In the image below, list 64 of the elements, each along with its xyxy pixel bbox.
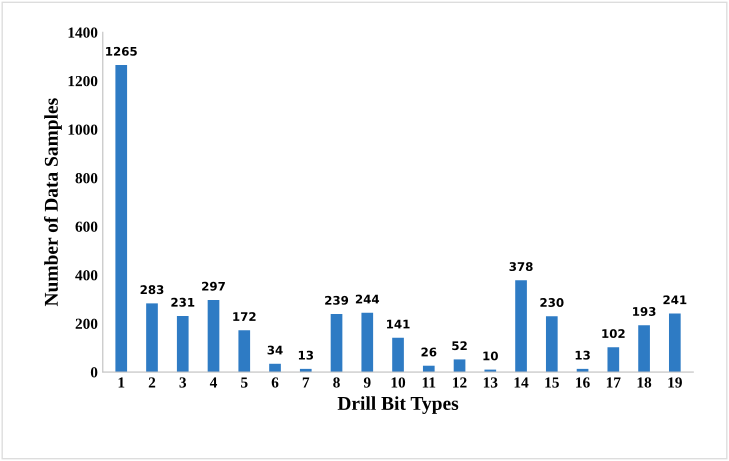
bar: [454, 359, 466, 372]
y-tick-label: 1200: [68, 76, 98, 86]
bar: [146, 303, 158, 372]
data-label: 102: [602, 329, 625, 338]
y-tick-label: 1400: [68, 27, 98, 38]
x-tick-label: 7: [302, 377, 310, 388]
bar: [422, 366, 435, 372]
y-tick-label: 400: [75, 270, 98, 280]
data-label: 244: [356, 294, 380, 304]
y-axis-title: Number of Data Samples: [44, 98, 62, 306]
data-label: 1265: [106, 46, 137, 56]
x-tick-label: 17: [606, 377, 621, 388]
y-tick-label: 200: [76, 318, 98, 329]
x-tick-label: 19: [668, 377, 682, 388]
y-tick-label: 800: [76, 173, 98, 184]
x-tick-label: 1: [118, 377, 124, 388]
x-tick-label: 15: [545, 377, 559, 388]
data-label: 26: [422, 348, 436, 356]
data-label: 297: [202, 282, 225, 291]
y-tick-label: 0: [90, 367, 98, 378]
data-label: 239: [325, 296, 348, 305]
x-tick-label: 11: [422, 377, 436, 388]
x-axis-title: Drill Bit Types: [338, 396, 458, 414]
data-label: 230: [540, 298, 564, 307]
data-label: 34: [268, 346, 283, 355]
data-label: 231: [171, 298, 194, 307]
data-label: 13: [298, 350, 314, 360]
data-label: 141: [387, 320, 410, 328]
data-label: 378: [510, 262, 533, 272]
bar: [176, 316, 189, 372]
x-tick-label: 2: [148, 377, 156, 388]
bar: [546, 316, 558, 372]
data-label: 241: [663, 295, 686, 304]
bar: [330, 314, 342, 372]
x-tick-label: 6: [272, 377, 278, 388]
x-tick-label: 8: [333, 377, 340, 388]
bar: [208, 300, 220, 372]
x-tick-label: 18: [638, 377, 652, 388]
data-label: 172: [233, 312, 256, 321]
data-label: 13: [576, 350, 590, 360]
data-label: 10: [483, 351, 498, 360]
data-label: 52: [452, 341, 467, 350]
x-tick-label: 14: [514, 377, 528, 388]
data-label: 193: [633, 307, 656, 316]
bar: [668, 314, 681, 372]
x-tick-label: 9: [364, 377, 371, 388]
x-tick-label: 10: [392, 377, 406, 388]
bar: [392, 338, 404, 372]
x-tick-label: 12: [453, 377, 467, 388]
x-tick-label: 4: [210, 377, 218, 388]
bar: [269, 364, 281, 372]
y-tick-label: 1000: [68, 124, 98, 135]
data-label: 283: [140, 285, 164, 294]
bar: [238, 330, 250, 372]
x-tick-label: 5: [241, 377, 248, 388]
bar: [638, 325, 650, 372]
bar: [515, 280, 527, 372]
x-tick-label: 13: [484, 377, 498, 388]
y-tick-label: 600: [76, 222, 98, 232]
x-tick-label: 16: [576, 377, 590, 388]
bar: [361, 312, 374, 372]
bar: [607, 347, 620, 372]
x-tick-label: 3: [180, 377, 186, 388]
bar: [115, 65, 128, 372]
